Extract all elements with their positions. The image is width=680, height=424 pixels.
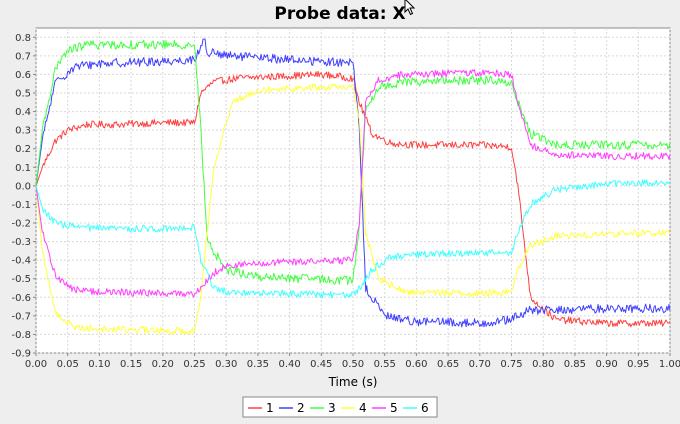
mouse-cursor-icon bbox=[404, 0, 416, 16]
y-tick-label: 0.6 bbox=[15, 70, 31, 81]
series-line-6 bbox=[35, 179, 671, 299]
x-tick-label: 0.75 bbox=[500, 359, 522, 370]
x-tick-label: 0.50 bbox=[342, 359, 364, 370]
legend-label-4: 4 bbox=[359, 401, 367, 415]
chart-title: Probe data: X bbox=[274, 4, 405, 24]
x-tick-label: 0.35 bbox=[247, 359, 269, 370]
x-tick-label: 0.05 bbox=[57, 359, 79, 370]
x-tick-label: 0.95 bbox=[627, 359, 649, 370]
series-group bbox=[35, 38, 671, 335]
y-tick-label: 0.3 bbox=[15, 126, 31, 137]
y-tick-label: -0.2 bbox=[11, 219, 31, 230]
x-tick-label: 0.70 bbox=[469, 359, 491, 370]
x-tick-label: 0.65 bbox=[437, 359, 459, 370]
x-tick-label: 0.40 bbox=[278, 359, 300, 370]
y-tick-label: 0.8 bbox=[15, 33, 31, 44]
y-tick-label: -0.7 bbox=[11, 311, 31, 322]
legend-label-3: 3 bbox=[328, 401, 336, 415]
legend-label-6: 6 bbox=[421, 401, 429, 415]
series-line-2 bbox=[35, 38, 671, 328]
series-line-3 bbox=[35, 39, 671, 286]
y-tick-label: -0.8 bbox=[11, 330, 31, 341]
y-tick-label: 0.4 bbox=[15, 107, 31, 118]
x-tick-label: 0.80 bbox=[532, 359, 554, 370]
x-axis-label: Time (s) bbox=[328, 375, 378, 389]
y-tick-label: -0.9 bbox=[11, 349, 31, 360]
plot-area bbox=[35, 27, 671, 354]
x-tick-label: 0.30 bbox=[215, 359, 237, 370]
x-tick-label: 0.15 bbox=[120, 359, 142, 370]
series-line-5 bbox=[35, 69, 671, 298]
legend-box bbox=[242, 396, 438, 418]
y-tick-label: 0.2 bbox=[15, 144, 31, 155]
legend-label-1: 1 bbox=[266, 401, 274, 415]
y-tick-label: -0.4 bbox=[11, 256, 31, 267]
y-tick-label: 0.7 bbox=[15, 51, 31, 62]
x-tick-label: 0.90 bbox=[595, 359, 617, 370]
axis-ticks: 0.00 0.05 0.10 0.15 0.20 0.25 0.30 0.35 0.40 0.45… bbox=[11, 33, 680, 370]
y-tick-label: 0.0 bbox=[15, 181, 31, 192]
y-tick-label: -0.1 bbox=[11, 200, 31, 211]
y-tick-label: 0.5 bbox=[15, 89, 31, 100]
y-tick-label: -0.6 bbox=[11, 293, 31, 304]
y-tick-label: 0.1 bbox=[15, 163, 31, 174]
series-line-1 bbox=[35, 70, 671, 328]
x-tick-label: 0.45 bbox=[310, 359, 332, 370]
x-tick-label: 1.00 bbox=[659, 359, 680, 370]
series-line-4 bbox=[35, 83, 671, 335]
legend-label-5: 5 bbox=[390, 401, 398, 415]
x-tick-label: 0.25 bbox=[183, 359, 205, 370]
x-tick-label: 0.85 bbox=[564, 359, 586, 370]
x-tick-label: 0.10 bbox=[88, 359, 110, 370]
x-tick-label: 0.20 bbox=[152, 359, 174, 370]
x-tick-label: 0.55 bbox=[374, 359, 396, 370]
legend-label-2: 2 bbox=[297, 401, 305, 415]
legend: 1 2 3 4 5 6 bbox=[242, 396, 438, 418]
y-tick-label: -0.5 bbox=[11, 274, 31, 285]
x-tick-label: 0.00 bbox=[25, 359, 47, 370]
y-tick-label: -0.3 bbox=[11, 237, 31, 248]
x-tick-label: 0.60 bbox=[405, 359, 427, 370]
